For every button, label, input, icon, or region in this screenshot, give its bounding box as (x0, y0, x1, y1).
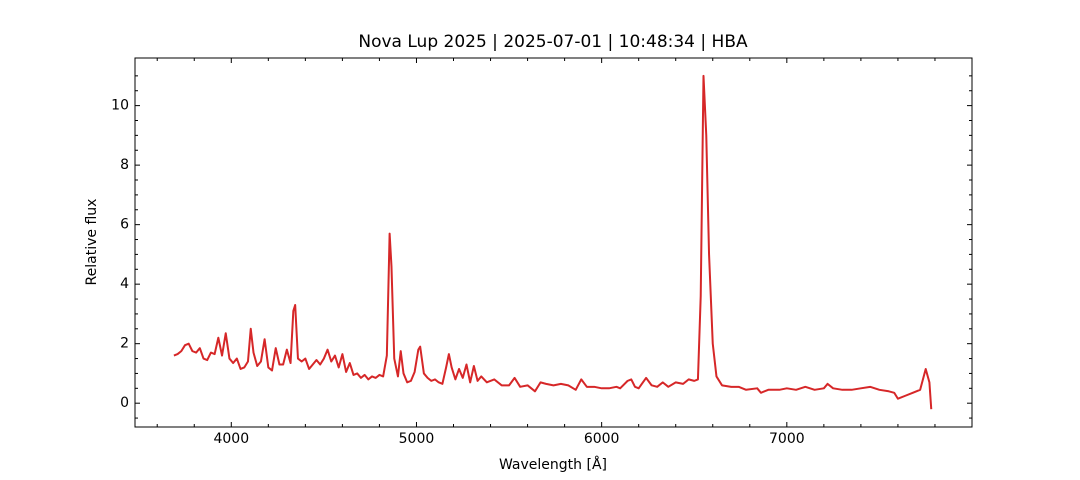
y-tick-label: 4 (120, 276, 129, 292)
y-tick-label: 2 (120, 336, 129, 352)
chart-title: Nova Lup 2025 | 2025-07-01 | 10:48:34 | … (358, 32, 748, 52)
spectrum-line (173, 74, 933, 410)
x-tick-label: 5000 (399, 431, 435, 447)
y-tick-label: 6 (120, 217, 129, 233)
x-tick-label: 7000 (769, 431, 805, 447)
x-tick-label: 6000 (584, 431, 620, 447)
y-tick-label: 8 (120, 157, 129, 173)
y-axis-label: Relative flux (84, 199, 100, 286)
y-tick-label: 0 (120, 395, 129, 411)
x-axis-label: Wavelength [Å] (499, 456, 607, 473)
x-tick-label: 4000 (213, 431, 249, 447)
plot-frame (134, 57, 973, 428)
y-tick-label: 10 (111, 98, 129, 114)
